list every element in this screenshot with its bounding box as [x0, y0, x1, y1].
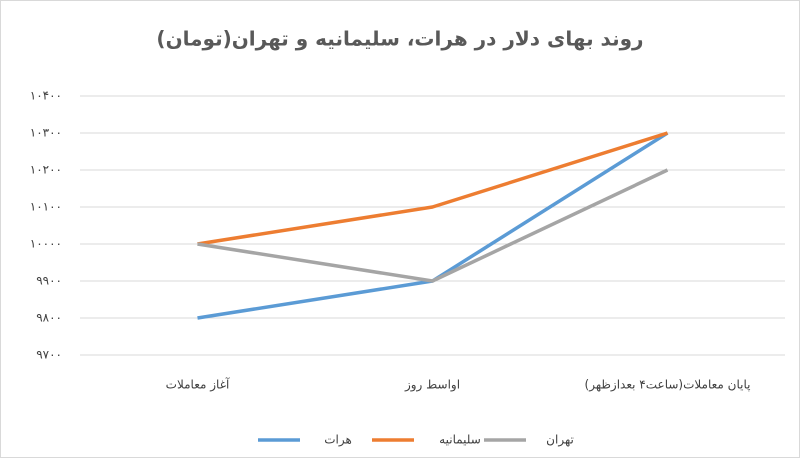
legend-label: هرات: [324, 433, 352, 448]
y-tick-label: ۹۷۰۰: [36, 348, 62, 362]
x-tick-label: آغاز معاملات: [166, 377, 230, 393]
y-tick-label: ۱۰۱۰۰: [30, 200, 62, 214]
y-tick-label: ۱۰۴۰۰: [30, 89, 62, 103]
y-tick-label: ۹۸۰۰: [36, 311, 62, 325]
legend-label: سلیمانیه: [439, 433, 481, 447]
line: [197, 168, 669, 283]
legend-label: تهران: [546, 433, 574, 448]
x-tick-label: پایان معاملات(ساعت۴ بعدازظهر): [585, 378, 751, 393]
y-tick-label: ۱۰۲۰۰: [30, 163, 62, 177]
y-tick-label: ۱۰۳۰۰: [30, 126, 62, 140]
y-tick-label: ۹۹۰۰: [36, 274, 62, 288]
x-tick-label: اواسط روز: [404, 378, 460, 393]
chart-title: روند بهای دلار در هرات، سلیمانیه و تهران…: [156, 27, 643, 51]
y-tick-label: ۱۰۰۰۰: [30, 237, 62, 251]
line: [197, 131, 669, 246]
